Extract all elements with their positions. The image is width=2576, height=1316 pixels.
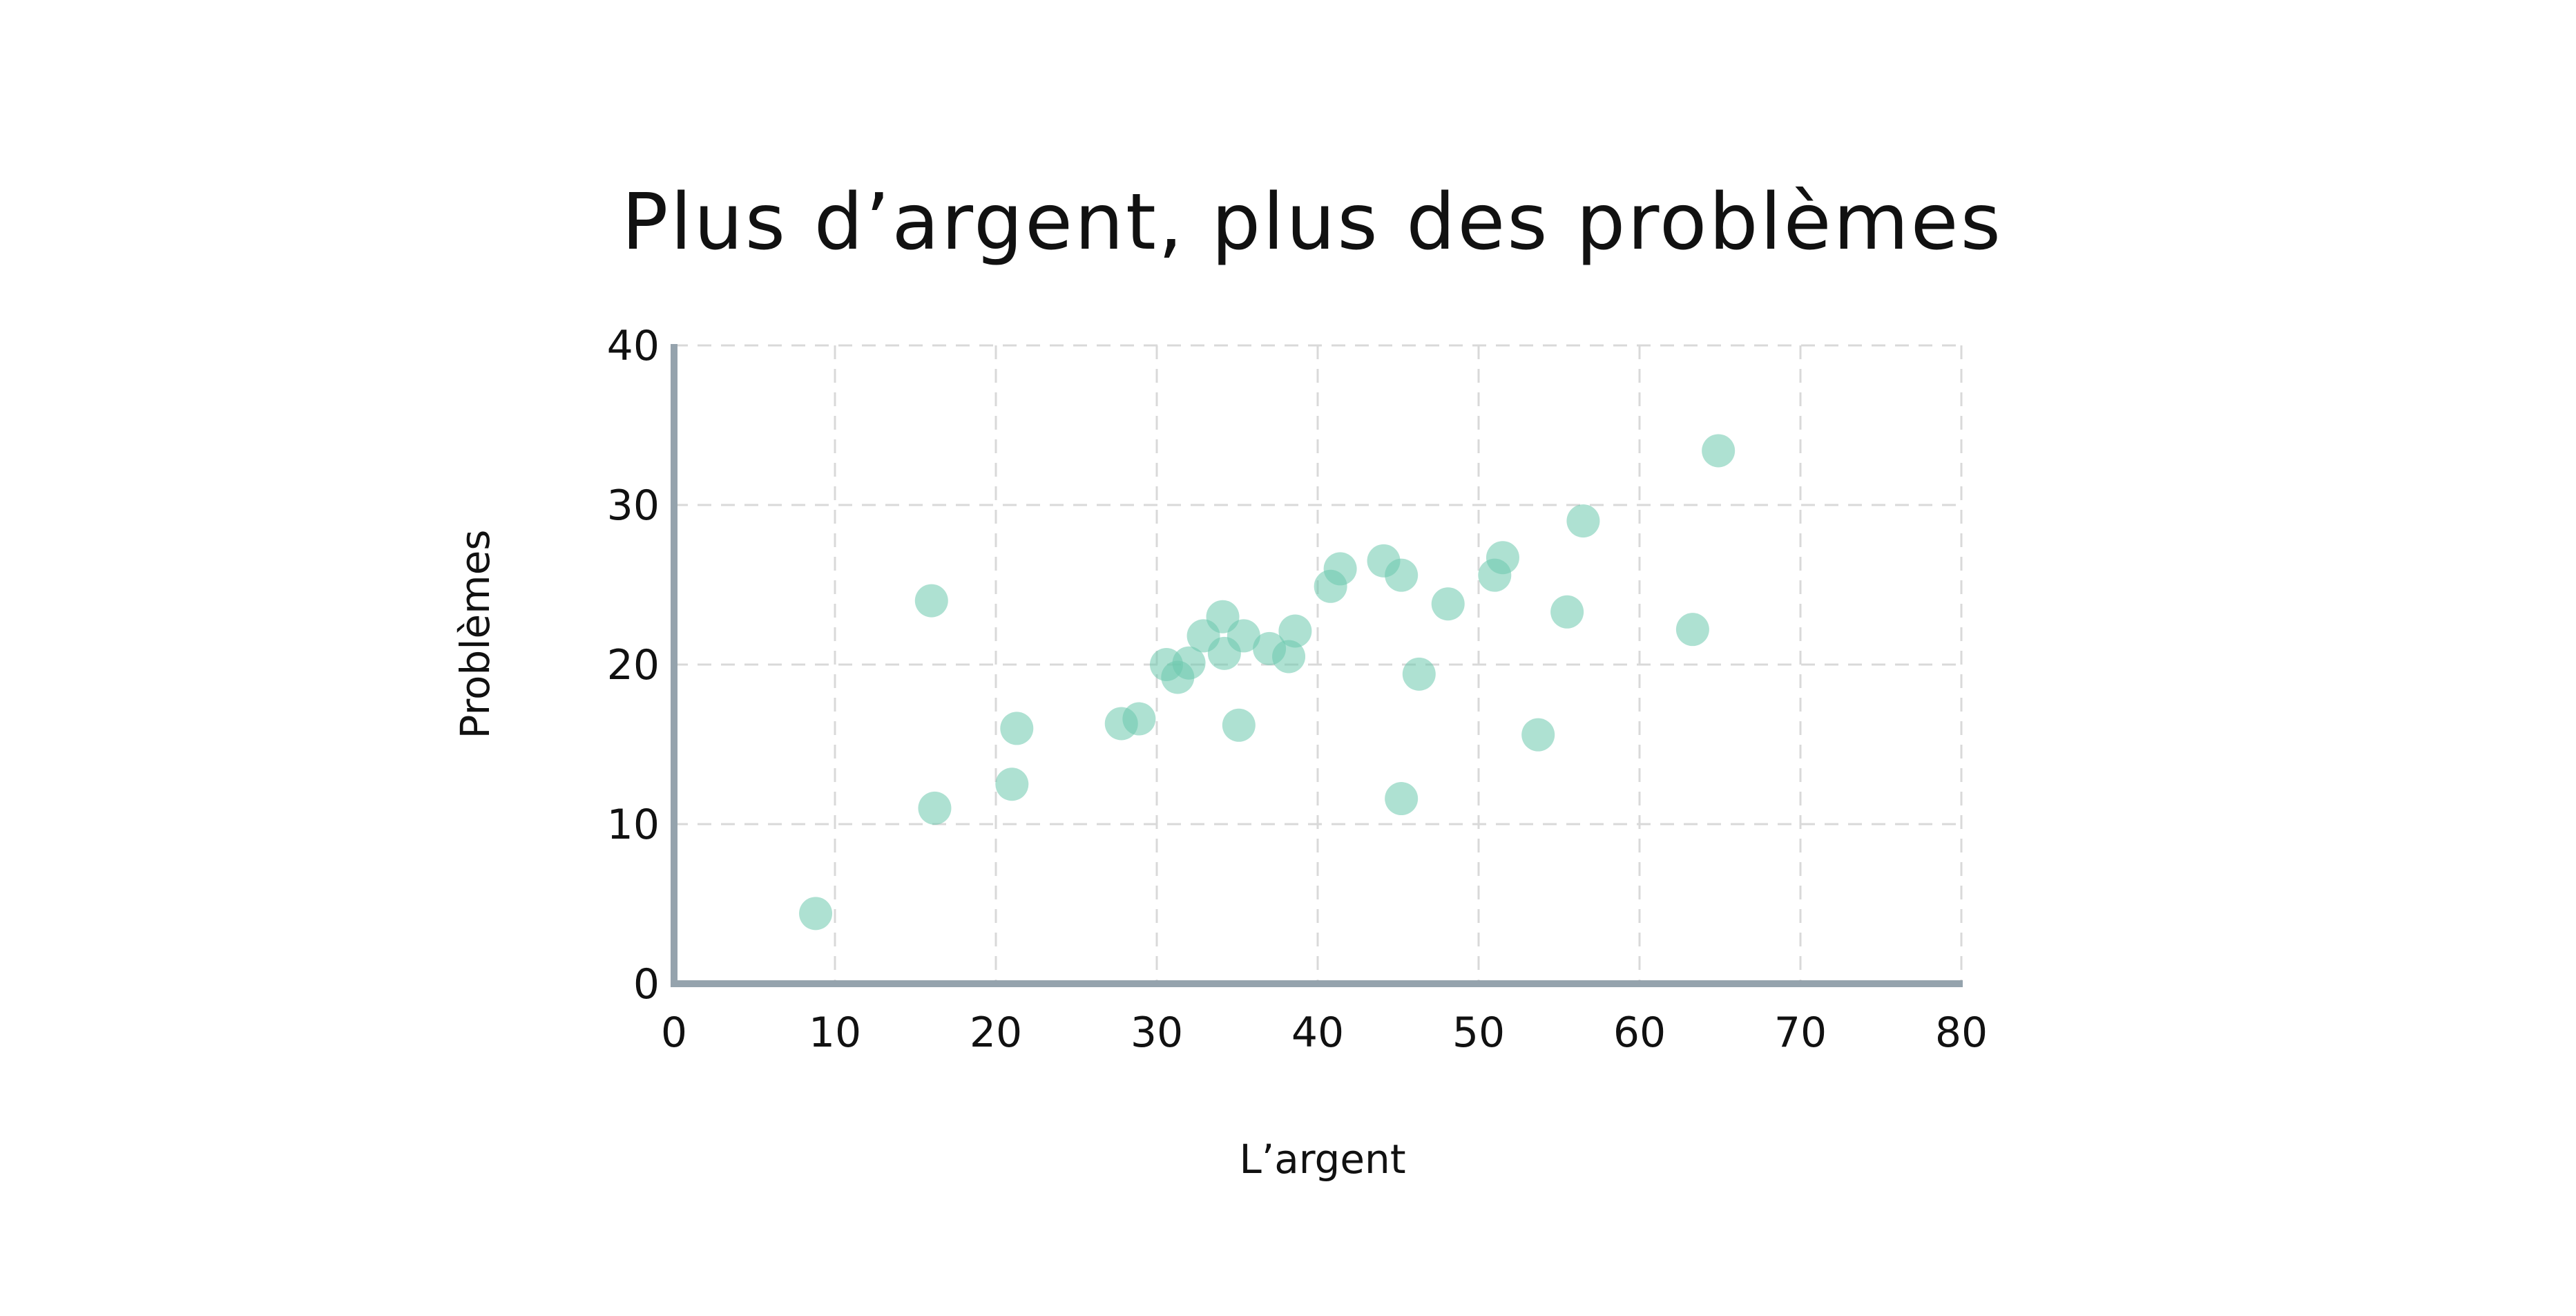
data-point xyxy=(1675,613,1709,647)
data-point xyxy=(1566,504,1600,538)
data-point xyxy=(995,767,1029,801)
x-tick-label: 80 xyxy=(1935,1009,1988,1057)
y-tick-label: 30 xyxy=(607,481,660,530)
data-point xyxy=(1000,712,1034,745)
y-tick-labels: 0 10 20 30 40 xyxy=(607,322,660,1009)
data-point xyxy=(1385,558,1419,592)
data-point xyxy=(918,791,952,825)
data-point xyxy=(1278,614,1312,648)
data-point xyxy=(1550,595,1584,629)
x-tick-label: 60 xyxy=(1613,1009,1666,1057)
data-point xyxy=(1172,646,1206,680)
x-axis-label: L’argent xyxy=(1239,1136,1405,1183)
x-tick-label: 50 xyxy=(1452,1009,1505,1057)
x-tick-label: 0 xyxy=(661,1009,687,1057)
data-point xyxy=(1431,587,1465,621)
data-points xyxy=(799,434,1736,931)
grid xyxy=(674,344,1963,984)
data-point xyxy=(914,584,948,618)
axes xyxy=(671,344,1963,987)
data-point xyxy=(1402,657,1436,691)
data-point xyxy=(1521,718,1555,752)
y-tick-label: 20 xyxy=(607,641,660,689)
data-point xyxy=(1486,541,1519,575)
data-point xyxy=(1122,702,1156,736)
y-tick-label: 0 xyxy=(633,960,660,1009)
x-tick-label: 10 xyxy=(809,1009,861,1057)
x-tick-label: 40 xyxy=(1291,1009,1344,1057)
y-tick-label: 10 xyxy=(607,801,660,849)
x-tick-labels: 0 10 20 30 40 50 60 70 80 xyxy=(661,1009,1988,1057)
data-point xyxy=(1272,640,1306,674)
y-axis-label: Problèmes xyxy=(452,529,499,738)
data-point xyxy=(1385,782,1419,816)
x-tick-label: 20 xyxy=(970,1009,1022,1057)
y-tick-label: 40 xyxy=(607,322,660,370)
data-point xyxy=(1227,619,1260,653)
x-tick-label: 30 xyxy=(1131,1009,1183,1057)
data-point xyxy=(1206,600,1240,633)
data-point xyxy=(799,897,833,931)
x-tick-label: 70 xyxy=(1774,1009,1827,1057)
data-point xyxy=(1323,552,1357,586)
chart-title: Plus d’argent, plus des problèmes xyxy=(622,178,2003,267)
data-point xyxy=(1702,434,1736,468)
data-point xyxy=(1222,708,1256,742)
